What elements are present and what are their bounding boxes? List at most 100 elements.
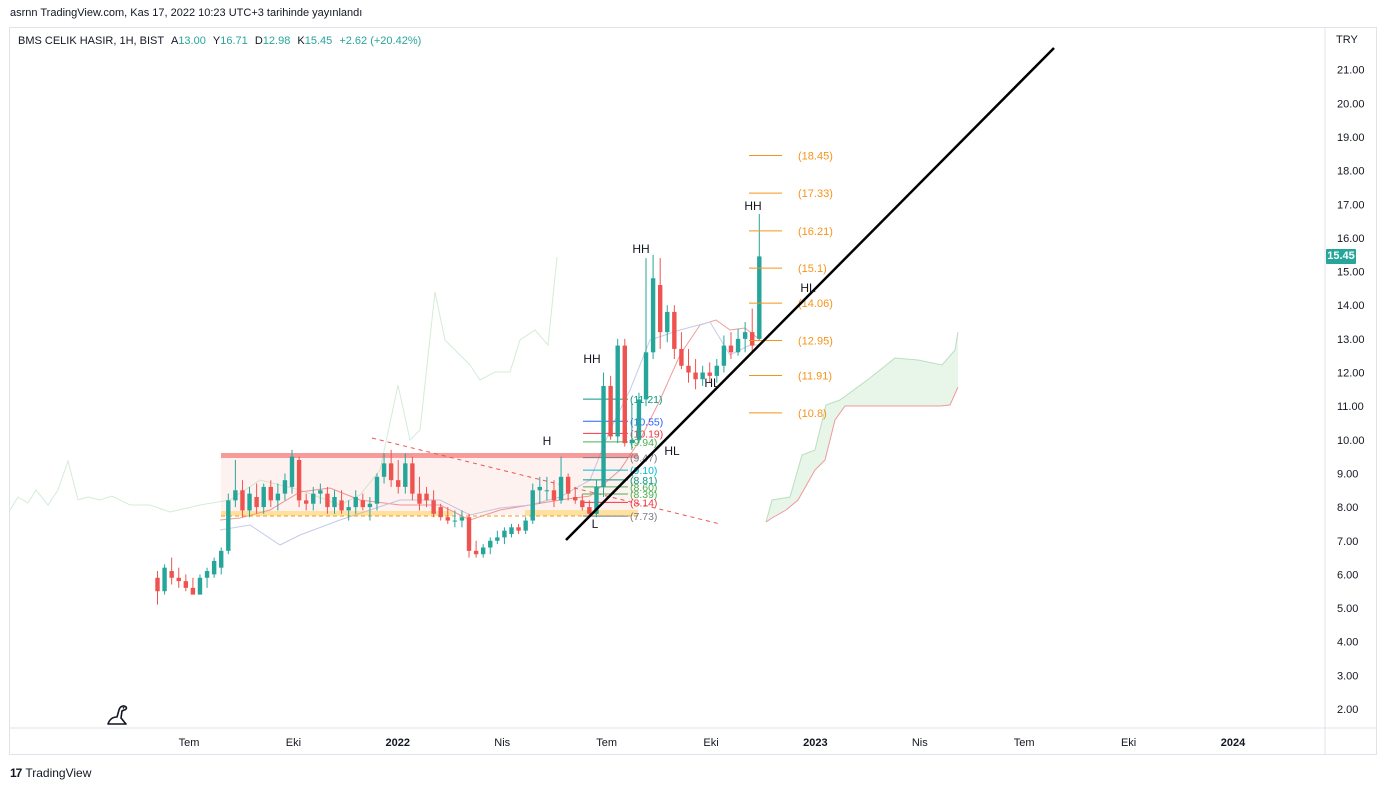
candle-body bbox=[318, 490, 323, 494]
dashed-downtrend-line bbox=[371, 437, 721, 525]
open-label: A bbox=[170, 35, 179, 47]
candle bbox=[601, 372, 606, 498]
y-tick-label: 15.00 bbox=[1337, 267, 1365, 279]
y-tick-label: 16.00 bbox=[1337, 233, 1365, 245]
candle-body bbox=[417, 493, 422, 504]
candle-body bbox=[403, 463, 408, 487]
candle bbox=[424, 486, 429, 508]
candle bbox=[410, 456, 415, 501]
candle bbox=[219, 547, 224, 575]
candle bbox=[473, 540, 479, 558]
candle-body bbox=[473, 550, 479, 555]
fib-level-label: (14.06) bbox=[798, 298, 833, 310]
candle-body bbox=[240, 490, 245, 511]
candle-body bbox=[176, 577, 181, 582]
symbol-name[interactable]: BMS CELIK HASIR, 1H, BIST bbox=[18, 35, 164, 47]
candle-body bbox=[169, 571, 174, 578]
candle-body bbox=[219, 550, 224, 568]
candle bbox=[325, 486, 330, 514]
y-tick-label: 5.00 bbox=[1337, 603, 1358, 615]
brand-name: TradingView bbox=[25, 766, 92, 780]
candle bbox=[247, 486, 252, 518]
currency-label[interactable]: TRY bbox=[1336, 34, 1358, 46]
candle bbox=[162, 564, 167, 595]
price-axis: 2.00 3.00 4.00 5.00 6.00 7.00 8.00 9.00 10.00 11.… bbox=[1337, 65, 1365, 716]
candle-body bbox=[700, 372, 705, 380]
candle bbox=[714, 359, 720, 383]
candle bbox=[459, 510, 465, 528]
candle-body bbox=[303, 500, 309, 504]
candle-body bbox=[339, 500, 344, 511]
candle bbox=[735, 328, 741, 356]
candle-body bbox=[523, 520, 528, 531]
candle bbox=[318, 483, 323, 504]
fib-retracement-label: (8.39) bbox=[630, 489, 657, 501]
candle bbox=[636, 392, 642, 444]
footer-brand[interactable]: 17 TradingView bbox=[10, 766, 91, 780]
y-tick-label: 6.00 bbox=[1337, 569, 1358, 581]
candle-body bbox=[601, 385, 606, 487]
x-tick-label: Eki bbox=[703, 737, 718, 749]
y-tick-label: 21.00 bbox=[1337, 65, 1365, 77]
fib-retracement-label: (10.55) bbox=[630, 416, 663, 428]
tradingview-logo-icon: 17 bbox=[10, 766, 22, 780]
candle bbox=[629, 402, 635, 450]
candle bbox=[431, 490, 436, 518]
candle bbox=[296, 456, 302, 508]
candle-body bbox=[261, 486, 266, 508]
y-tick-label: 11.00 bbox=[1337, 401, 1364, 413]
candle bbox=[650, 254, 656, 360]
candle bbox=[289, 449, 295, 494]
candle-body bbox=[275, 493, 281, 501]
candle-body bbox=[742, 332, 748, 339]
x-tick-label: 2023 bbox=[803, 737, 827, 749]
y-tick-label: 12.00 bbox=[1337, 368, 1365, 380]
publish-caption: asrnn TradingView.com, Kas 17, 2022 10:2… bbox=[10, 7, 363, 19]
candle-body bbox=[381, 463, 387, 477]
candle bbox=[679, 332, 684, 370]
symbol-legend[interactable]: BMS CELIK HASIR, 1H, BIST A13.00 Y16.71 … bbox=[18, 35, 421, 47]
candle bbox=[374, 473, 380, 511]
fib-level-label: (16.21) bbox=[798, 226, 833, 238]
candle bbox=[537, 476, 543, 504]
candle-body bbox=[650, 278, 656, 353]
candle bbox=[204, 567, 210, 588]
candle bbox=[587, 500, 592, 518]
candle-body bbox=[693, 372, 698, 380]
candle-body bbox=[459, 517, 465, 521]
fib-level-label: (11.91) bbox=[798, 371, 832, 383]
time-axis: Tem Eki 2022 Nis Tem Eki 2023 Nis Tem Eki 2024 bbox=[179, 737, 1247, 749]
candle-body bbox=[544, 490, 550, 492]
candle-body bbox=[268, 486, 273, 501]
candle-body bbox=[665, 311, 670, 333]
candle bbox=[360, 493, 366, 511]
candle bbox=[240, 480, 245, 518]
candle-body bbox=[480, 547, 486, 555]
candle-body bbox=[332, 497, 337, 508]
y-tick-label: 8.00 bbox=[1337, 502, 1358, 514]
candle-body bbox=[410, 463, 415, 494]
candle-body bbox=[396, 480, 401, 487]
leading-span-a bbox=[765, 331, 959, 523]
candle bbox=[686, 348, 691, 383]
candle-body bbox=[282, 480, 288, 494]
candle-body bbox=[438, 507, 443, 518]
y-tick-label: 18.00 bbox=[1337, 166, 1365, 178]
candle-body bbox=[750, 332, 755, 346]
fib-level-label: (18.45) bbox=[798, 150, 833, 162]
low-value: 12.98 bbox=[262, 35, 291, 47]
candle-body bbox=[211, 560, 217, 575]
candle bbox=[466, 513, 472, 558]
candle-body bbox=[388, 463, 394, 481]
candle bbox=[551, 480, 557, 508]
candle bbox=[707, 362, 712, 383]
candle-body bbox=[672, 311, 677, 349]
dino-icon[interactable] bbox=[104, 700, 132, 728]
candle bbox=[657, 258, 663, 349]
candle bbox=[367, 497, 373, 521]
candle-body bbox=[714, 365, 720, 376]
annotation-hl-2: HL bbox=[704, 376, 720, 390]
fib-level-label: (17.33) bbox=[798, 188, 833, 200]
candle bbox=[233, 459, 238, 508]
